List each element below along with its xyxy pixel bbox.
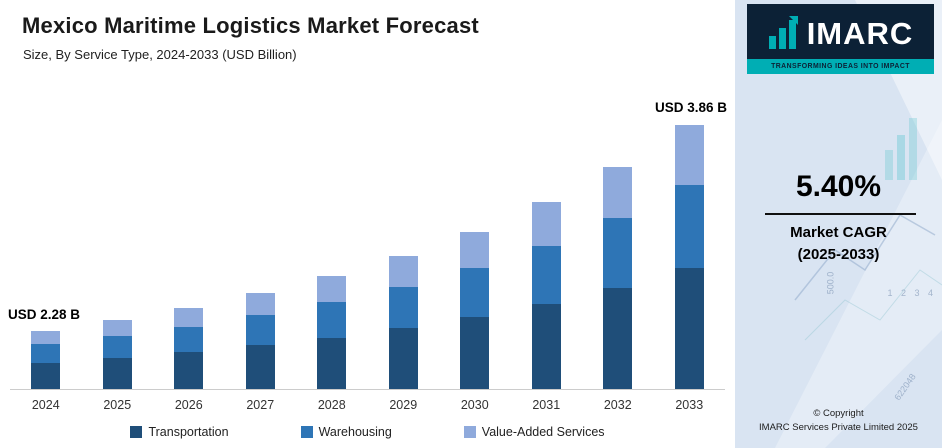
bar-column-2029: 2029 bbox=[368, 100, 440, 414]
bar-segment-transportation-2029 bbox=[388, 328, 418, 390]
end-value-annotation: USD 3.86 B bbox=[654, 100, 727, 115]
stacked-bar-2032 bbox=[603, 167, 633, 390]
cagr-period: (2025-2033) bbox=[797, 246, 880, 263]
cagr-label: Market CAGR bbox=[790, 224, 887, 241]
imarc-logo-row: IMARC bbox=[747, 16, 934, 50]
stacked-bar-2028 bbox=[317, 276, 347, 390]
bar-segment-value-added-services-2029 bbox=[388, 255, 418, 287]
x-axis-label-2026: 2026 bbox=[174, 398, 203, 412]
bar-column-2033: 2033 bbox=[654, 100, 726, 414]
start-value-annotation: USD 2.28 B bbox=[8, 307, 81, 322]
bar-segment-warehousing-2027 bbox=[245, 315, 275, 346]
bar-column-2028: 2028 bbox=[296, 100, 368, 414]
bar-segment-warehousing-2032 bbox=[603, 218, 633, 288]
bar-column-2026: 2026 bbox=[153, 100, 225, 414]
bar-column-2025: 2025 bbox=[82, 100, 154, 414]
cagr-divider bbox=[765, 213, 916, 215]
legend-label-transportation: Transportation bbox=[148, 425, 229, 439]
bar-column-2032: 2032 bbox=[582, 100, 654, 414]
bar-segment-value-added-services-2028 bbox=[317, 276, 347, 303]
bar-segment-value-added-services-2032 bbox=[603, 167, 633, 219]
bar-segment-transportation-2025 bbox=[102, 357, 132, 390]
x-axis-label-2025: 2025 bbox=[103, 398, 132, 412]
bar-segment-value-added-services-2033 bbox=[674, 124, 704, 186]
legend-swatch-transportation bbox=[130, 426, 143, 438]
bar-segment-value-added-services-2026 bbox=[174, 307, 204, 327]
bar-segment-value-added-services-2031 bbox=[531, 202, 561, 246]
imarc-logo-text: IMARC bbox=[806, 15, 914, 51]
bar-segment-transportation-2028 bbox=[317, 337, 347, 390]
bar-segment-value-added-services-2027 bbox=[245, 293, 275, 316]
x-axis-label-2032: 2032 bbox=[603, 398, 632, 412]
bar-segment-warehousing-2026 bbox=[174, 326, 204, 353]
bar-segment-transportation-2032 bbox=[603, 287, 633, 390]
stacked-bar-2030 bbox=[460, 231, 490, 390]
stacked-bar-2024 bbox=[31, 330, 61, 390]
stacked-bar-2027 bbox=[245, 293, 275, 390]
bar-column-2030: 2030 bbox=[439, 100, 511, 414]
bar-segment-transportation-2031 bbox=[531, 303, 561, 390]
legend-swatch-warehousing bbox=[300, 426, 313, 438]
legend-swatch-value-added-services bbox=[463, 426, 476, 438]
copyright-notice: © Copyright IMARC Services Private Limit… bbox=[735, 407, 942, 436]
stacked-bar-2031 bbox=[531, 202, 561, 390]
bar-segment-transportation-2027 bbox=[245, 345, 275, 390]
x-axis-label-2024: 2024 bbox=[31, 398, 60, 412]
bar-segment-transportation-2026 bbox=[174, 352, 204, 390]
legend-label-value-added-services: Value-Added Services bbox=[481, 425, 605, 439]
decorative-number: 500.0 bbox=[825, 271, 836, 295]
imarc-logo-mark-icon bbox=[768, 16, 798, 49]
stacked-bar-chart: 2024 2025 2026 2027 2028 2029 2030 2031 2032 2033 bbox=[10, 100, 725, 414]
legend-label-warehousing: Warehousing bbox=[318, 425, 392, 439]
chart-subtitle: Size, By Service Type, 2024-2033 (USD Bi… bbox=[23, 47, 297, 62]
copyright-line2: IMARC Services Private Limited 2025 bbox=[759, 422, 918, 434]
copyright-line1: © Copyright bbox=[813, 407, 864, 419]
chart-legend: Transportation Warehousing Value-Added Ser… bbox=[0, 425, 735, 439]
chart-title: Mexico Maritime Logistics Market Forecas… bbox=[22, 13, 479, 38]
imarc-logo: IMARC TRANSFORMING IDEAS INTO IMPACT bbox=[747, 4, 934, 74]
bar-segment-transportation-2024 bbox=[31, 362, 61, 390]
bar-segment-warehousing-2033 bbox=[674, 185, 704, 268]
chart-panel: Mexico Maritime Logistics Market Forecas… bbox=[0, 13, 735, 439]
cagr-value: 5.40% bbox=[795, 170, 882, 203]
bar-segment-transportation-2030 bbox=[460, 317, 490, 390]
stacked-bar-2029 bbox=[388, 255, 418, 390]
bar-segment-warehousing-2029 bbox=[388, 286, 418, 329]
stacked-bar-2025 bbox=[102, 320, 132, 390]
decorative-number: 1 2 3 4 bbox=[887, 288, 936, 298]
bar-segment-warehousing-2024 bbox=[31, 344, 61, 363]
imarc-tagline: TRANSFORMING IDEAS INTO IMPACT bbox=[747, 59, 934, 74]
bar-segment-value-added-services-2025 bbox=[102, 320, 132, 337]
legend-item-transportation: Transportation bbox=[130, 425, 229, 439]
bar-segment-warehousing-2031 bbox=[531, 245, 561, 304]
bar-segment-value-added-services-2024 bbox=[31, 330, 61, 345]
x-axis-label-2027: 2027 bbox=[246, 398, 275, 412]
legend-item-warehousing: Warehousing bbox=[300, 425, 392, 439]
legend-item-value-added-services: Value-Added Services bbox=[463, 425, 605, 439]
bar-column-2024: 2024 bbox=[10, 100, 82, 414]
x-axis-label-2028: 2028 bbox=[317, 398, 346, 412]
x-axis-label-2029: 2029 bbox=[389, 398, 418, 412]
stacked-bar-2026 bbox=[174, 307, 204, 390]
bar-column-2027: 2027 bbox=[225, 100, 297, 414]
bar-segment-warehousing-2028 bbox=[317, 302, 347, 338]
brand-sidebar: 500.0 1 2 3 4 622048 IMARC TRANSFORMING … bbox=[735, 0, 942, 448]
stacked-bar-2033 bbox=[674, 124, 704, 390]
x-axis-line bbox=[10, 389, 725, 390]
bar-column-2031: 2031 bbox=[511, 100, 583, 414]
x-axis-label-2031: 2031 bbox=[532, 398, 561, 412]
bar-segment-value-added-services-2030 bbox=[460, 231, 490, 269]
bar-segment-warehousing-2030 bbox=[460, 268, 490, 318]
bar-segment-warehousing-2025 bbox=[102, 336, 132, 358]
x-axis-label-2030: 2030 bbox=[460, 398, 489, 412]
x-axis-label-2033: 2033 bbox=[675, 398, 704, 412]
bar-segment-transportation-2033 bbox=[674, 267, 704, 390]
